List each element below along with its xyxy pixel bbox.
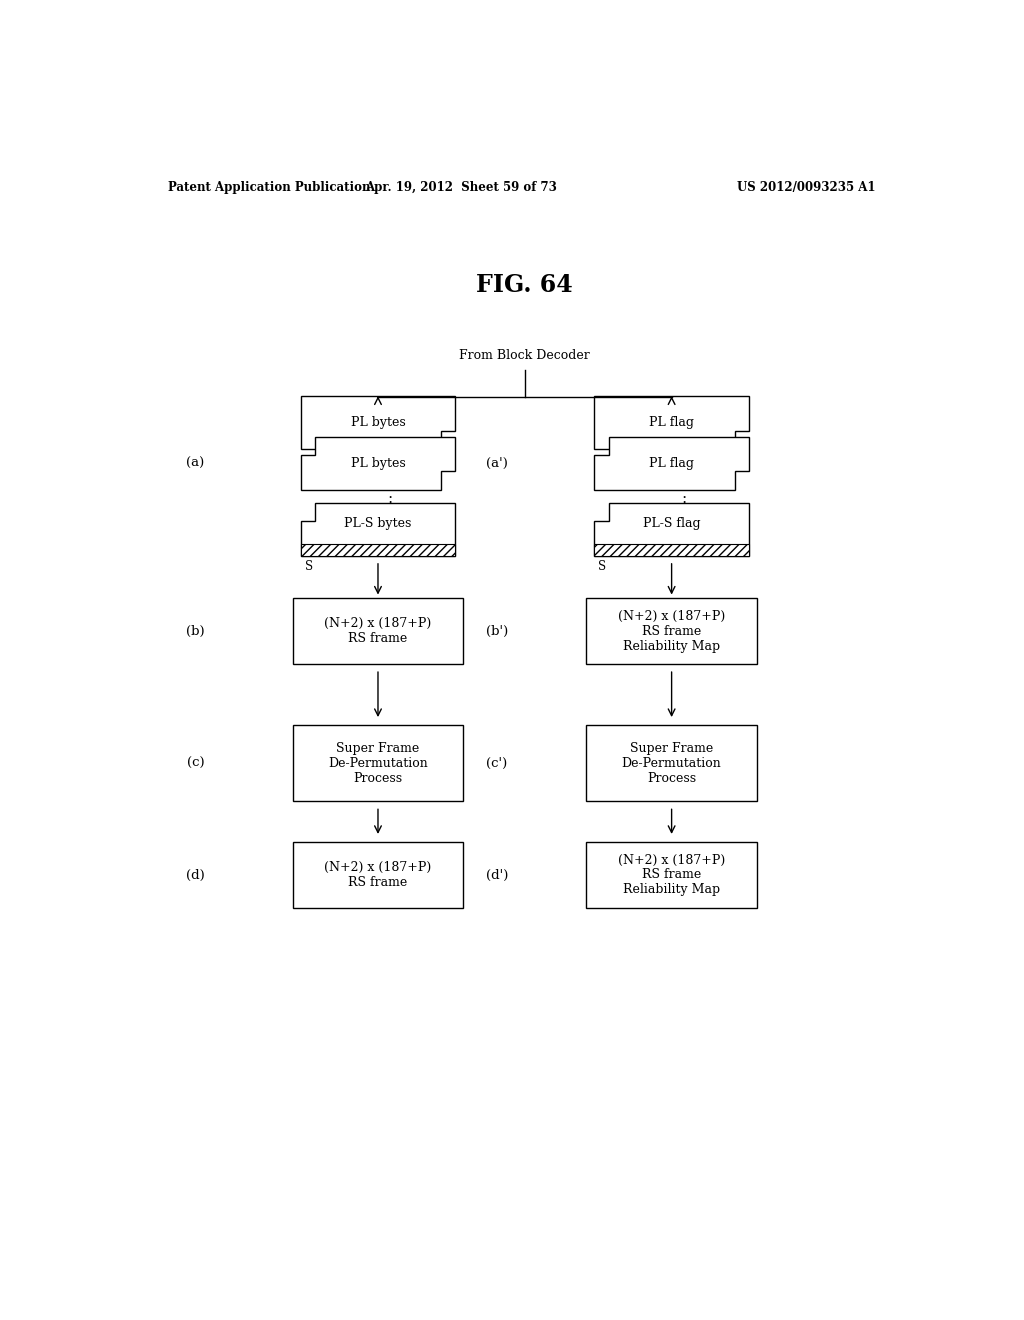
Text: (d): (d) [186,869,205,882]
Text: PL-S flag: PL-S flag [643,517,700,529]
Text: Patent Application Publication: Patent Application Publication [168,181,371,194]
Text: :: : [681,492,686,506]
Text: PL-S bytes: PL-S bytes [344,517,412,529]
Text: (N+2) x (187+P)
RS frame
Reliability Map: (N+2) x (187+P) RS frame Reliability Map [618,854,725,896]
Bar [293,842,463,908]
Text: S: S [304,560,312,573]
Polygon shape [301,503,456,556]
Bar [587,598,757,664]
Text: (d'): (d') [485,869,508,882]
Text: PL flag: PL flag [649,457,694,470]
Polygon shape [301,544,456,556]
Text: S: S [598,560,606,573]
Text: (N+2) x (187+P)
RS frame
Reliability Map: (N+2) x (187+P) RS frame Reliability Map [618,610,725,652]
Polygon shape [594,437,749,490]
Text: (c): (c) [186,756,204,770]
Text: FIG. 64: FIG. 64 [476,273,573,297]
Text: Apr. 19, 2012  Sheet 59 of 73: Apr. 19, 2012 Sheet 59 of 73 [366,181,557,194]
Text: (N+2) x (187+P)
RS frame: (N+2) x (187+P) RS frame [325,861,431,888]
Bar [293,598,463,664]
Text: :: : [387,492,392,506]
Bar [587,842,757,908]
Text: (c'): (c') [486,756,508,770]
Text: PL flag: PL flag [649,416,694,429]
Text: (a): (a) [186,457,205,470]
Text: Super Frame
De-Permutation
Process: Super Frame De-Permutation Process [328,742,428,784]
Text: Super Frame
De-Permutation
Process: Super Frame De-Permutation Process [622,742,722,784]
Text: (N+2) x (187+P)
RS frame: (N+2) x (187+P) RS frame [325,616,431,645]
Polygon shape [594,396,749,449]
Text: (b'): (b') [486,624,508,638]
Text: PL bytes: PL bytes [350,457,406,470]
Text: (a'): (a') [486,457,508,470]
Bar [587,725,757,801]
Text: From Block Decoder: From Block Decoder [460,348,590,362]
Polygon shape [301,437,456,490]
Bar [293,725,463,801]
Polygon shape [594,544,749,556]
Polygon shape [301,396,456,449]
Text: US 2012/0093235 A1: US 2012/0093235 A1 [737,181,876,194]
Polygon shape [594,503,749,556]
Text: PL bytes: PL bytes [350,416,406,429]
Text: (b): (b) [186,624,205,638]
